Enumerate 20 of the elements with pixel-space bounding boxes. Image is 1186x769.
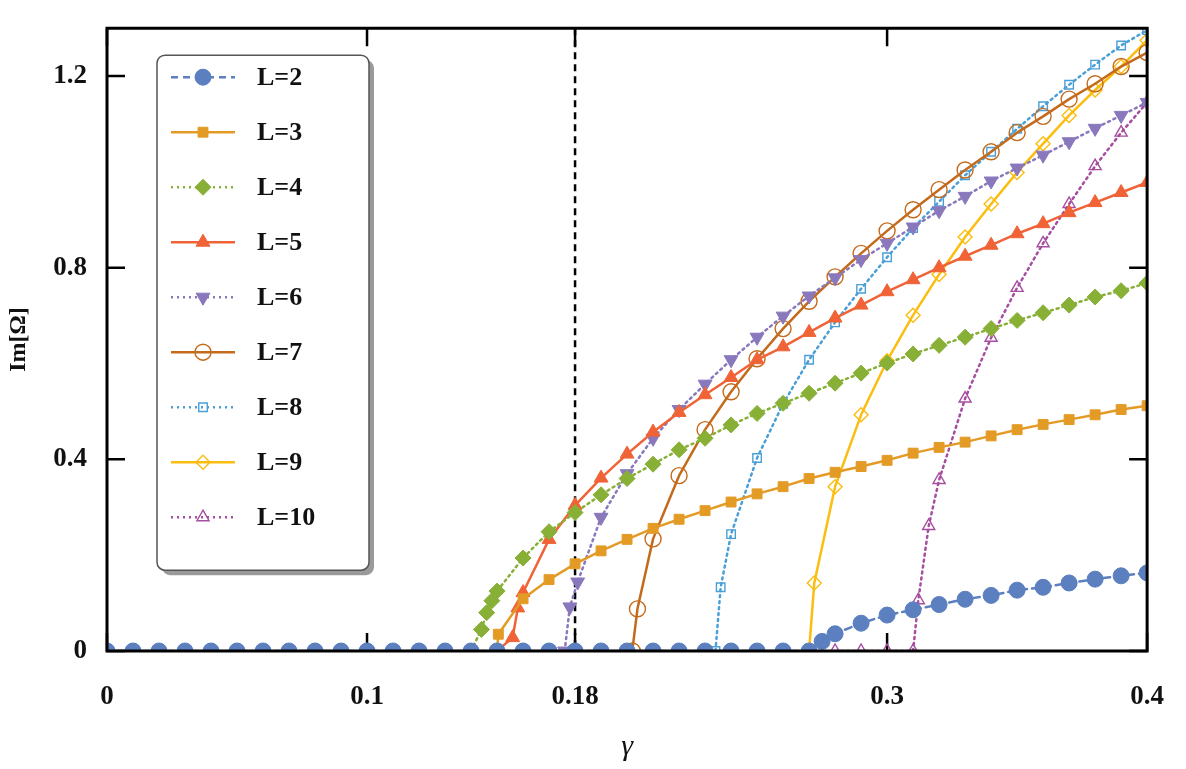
- y-tick-label: 0.8: [53, 250, 87, 281]
- x-tick-label: 0.1: [350, 680, 384, 711]
- legend-label: L=6: [257, 281, 303, 311]
- y-tick-label: 0: [73, 633, 87, 664]
- legend-label: L=3: [257, 116, 303, 146]
- x-axis-title: γ: [621, 727, 635, 761]
- y-tick-label: 0.4: [53, 442, 87, 473]
- legend-label: L=2: [257, 61, 303, 91]
- x-tick-label: 0.4: [1130, 680, 1164, 711]
- x-tick-label: 0.3: [870, 680, 904, 711]
- legend-label: L=4: [257, 171, 303, 201]
- x-tick-label: 0.18: [551, 680, 599, 711]
- y-tick-label: 1.2: [53, 59, 87, 90]
- legend-label: L=7: [257, 336, 303, 366]
- x-tick-label: 0: [100, 680, 114, 711]
- legend-label: L=9: [257, 446, 303, 476]
- legend-label: L=5: [257, 226, 303, 256]
- legend-label: L=10: [257, 501, 316, 531]
- legend-label: L=8: [257, 391, 303, 421]
- y-axis-title: Im[Ω]: [3, 307, 30, 372]
